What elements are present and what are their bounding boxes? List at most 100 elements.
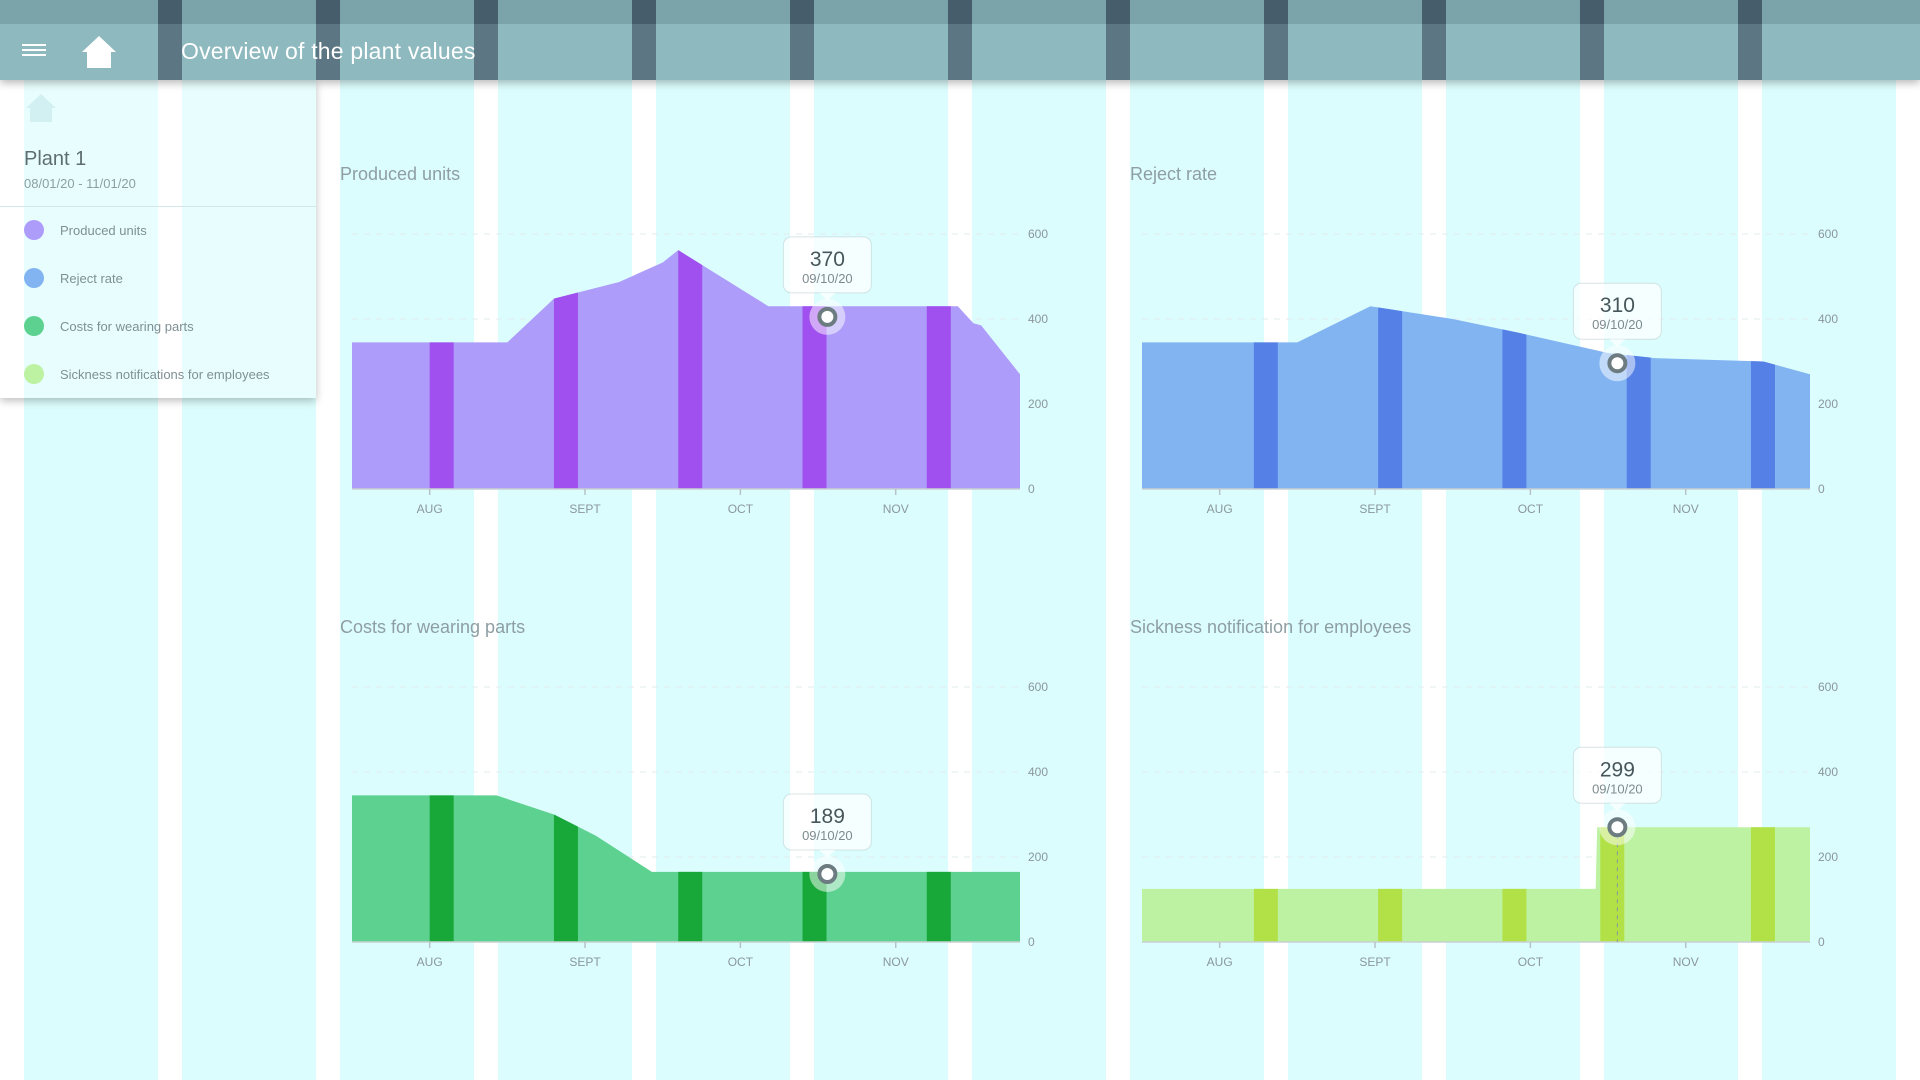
grid-gutter <box>316 0 340 80</box>
grid-gutter <box>1580 0 1604 80</box>
tooltip-date: 09/10/20 <box>1592 317 1643 332</box>
legend-label: Produced units <box>60 223 147 238</box>
grid-gutter <box>1738 0 1762 80</box>
x-tick-label: NOV <box>1673 955 1699 969</box>
home-icon[interactable] <box>24 92 58 124</box>
highlight-bar <box>553 250 578 489</box>
grid-gutter <box>948 0 972 80</box>
legend-dot-icon <box>24 268 44 288</box>
highlight-bar <box>1750 827 1775 942</box>
y-tick-label: 600 <box>1818 680 1838 694</box>
series-area <box>1142 827 1810 942</box>
y-tick-label: 600 <box>1028 227 1048 241</box>
y-tick-label: 200 <box>1818 850 1838 864</box>
y-tick-label: 200 <box>1028 850 1048 864</box>
grid-gutter <box>790 0 814 80</box>
divider <box>0 206 316 207</box>
x-tick-label: OCT <box>1518 955 1544 969</box>
legend-label: Sickness notifications for employees <box>60 367 270 382</box>
y-tick-label: 200 <box>1818 397 1838 411</box>
tooltip-pointer <box>1609 803 1626 812</box>
highlight-bar <box>553 795 578 942</box>
chart-produced-units: Produced units AUG SEPT OCT NOV 0 200 400 600 37… <box>340 164 1120 584</box>
x-tick-label: SEPT <box>569 502 601 516</box>
highlight-bar <box>429 795 454 942</box>
tooltip-value: 189 <box>810 805 845 828</box>
tooltip-date: 09/10/20 <box>1592 781 1643 796</box>
x-tick-label: NOV <box>1673 502 1699 516</box>
y-tick-label: 400 <box>1028 765 1048 779</box>
highlight-bar <box>1378 827 1403 942</box>
legend-dot-icon <box>24 316 44 336</box>
tooltip-marker <box>1607 817 1628 838</box>
x-tick-label: NOV <box>883 502 909 516</box>
highlight-bar <box>1750 306 1775 489</box>
grid-gutter <box>1264 0 1288 80</box>
x-tick-label: AUG <box>417 502 443 516</box>
y-tick-label: 200 <box>1028 397 1048 411</box>
plant-side-panel: Plant 1 08/01/20 - 11/01/20 Produced uni… <box>0 80 316 398</box>
y-tick-label: 400 <box>1818 312 1838 326</box>
legend-item-sickness-notifications[interactable]: Sickness notifications for employees <box>24 364 314 384</box>
tooltip-date: 09/10/20 <box>802 271 853 286</box>
x-tick-label: NOV <box>883 955 909 969</box>
tooltip-marker <box>817 306 838 327</box>
tooltip-date: 09/10/20 <box>802 828 853 843</box>
y-tick-label: 400 <box>1028 312 1048 326</box>
grid-gutter <box>474 0 498 80</box>
x-tick-label: SEPT <box>1359 502 1391 516</box>
highlight-bar <box>678 250 703 489</box>
tooltip-pointer <box>1609 339 1626 348</box>
series-area <box>1142 306 1810 489</box>
y-tick-label: 0 <box>1028 482 1035 496</box>
menu-icon[interactable] <box>22 44 48 58</box>
y-tick-label: 0 <box>1818 935 1825 949</box>
home-icon[interactable] <box>80 34 118 70</box>
x-tick-label: OCT <box>728 502 754 516</box>
x-tick-label: AUG <box>417 955 443 969</box>
y-tick-label: 400 <box>1818 765 1838 779</box>
legend-label: Reject rate <box>60 271 123 286</box>
highlight-bar <box>926 250 951 489</box>
y-tick-label: 600 <box>1028 680 1048 694</box>
tooltip-value: 310 <box>1600 294 1635 317</box>
grid-gutter <box>158 0 182 80</box>
legend-item-costs-wearing-parts[interactable]: Costs for wearing parts <box>24 316 314 336</box>
highlight-bar <box>926 795 951 942</box>
legend-item-reject-rate[interactable]: Reject rate <box>24 268 314 288</box>
highlight-bar <box>678 795 703 942</box>
x-tick-label: SEPT <box>569 955 601 969</box>
x-tick-label: OCT <box>1518 502 1544 516</box>
tooltip-marker <box>817 864 838 884</box>
date-range: 08/01/20 - 11/01/20 <box>24 176 136 191</box>
grid-gutter <box>1422 0 1446 80</box>
y-tick-label: 600 <box>1818 227 1838 241</box>
highlight-bar <box>1253 827 1278 942</box>
highlight-bar <box>1253 306 1278 489</box>
x-tick-label: AUG <box>1207 955 1233 969</box>
highlight-bar <box>1502 306 1527 489</box>
legend-item-produced-units[interactable]: Produced units <box>24 220 314 240</box>
x-tick-label: OCT <box>728 955 754 969</box>
tooltip-marker <box>1607 353 1628 374</box>
y-tick-label: 0 <box>1818 482 1825 496</box>
tooltip-value: 299 <box>1600 758 1635 781</box>
tooltip-pointer <box>819 292 836 301</box>
legend-dot-icon <box>24 364 44 384</box>
highlight-bar <box>429 250 454 489</box>
chart-costs-wearing-parts: Costs for wearing parts AUG SEPT OCT NOV 0 20… <box>340 617 1120 1037</box>
x-tick-label: SEPT <box>1359 955 1391 969</box>
y-tick-label: 0 <box>1028 935 1035 949</box>
x-tick-label: AUG <box>1207 502 1233 516</box>
top-app-bar: Overview of the plant values <box>0 0 1920 80</box>
chart-reject-rate: Reject rate AUG SEPT OCT NOV 0 200 400 600 310 09… <box>1130 164 1910 584</box>
tooltip-value: 370 <box>810 248 845 271</box>
legend-label: Costs for wearing parts <box>60 319 194 334</box>
highlight-bar <box>1502 827 1527 942</box>
legend-dot-icon <box>24 220 44 240</box>
grid-gutter <box>632 0 656 80</box>
